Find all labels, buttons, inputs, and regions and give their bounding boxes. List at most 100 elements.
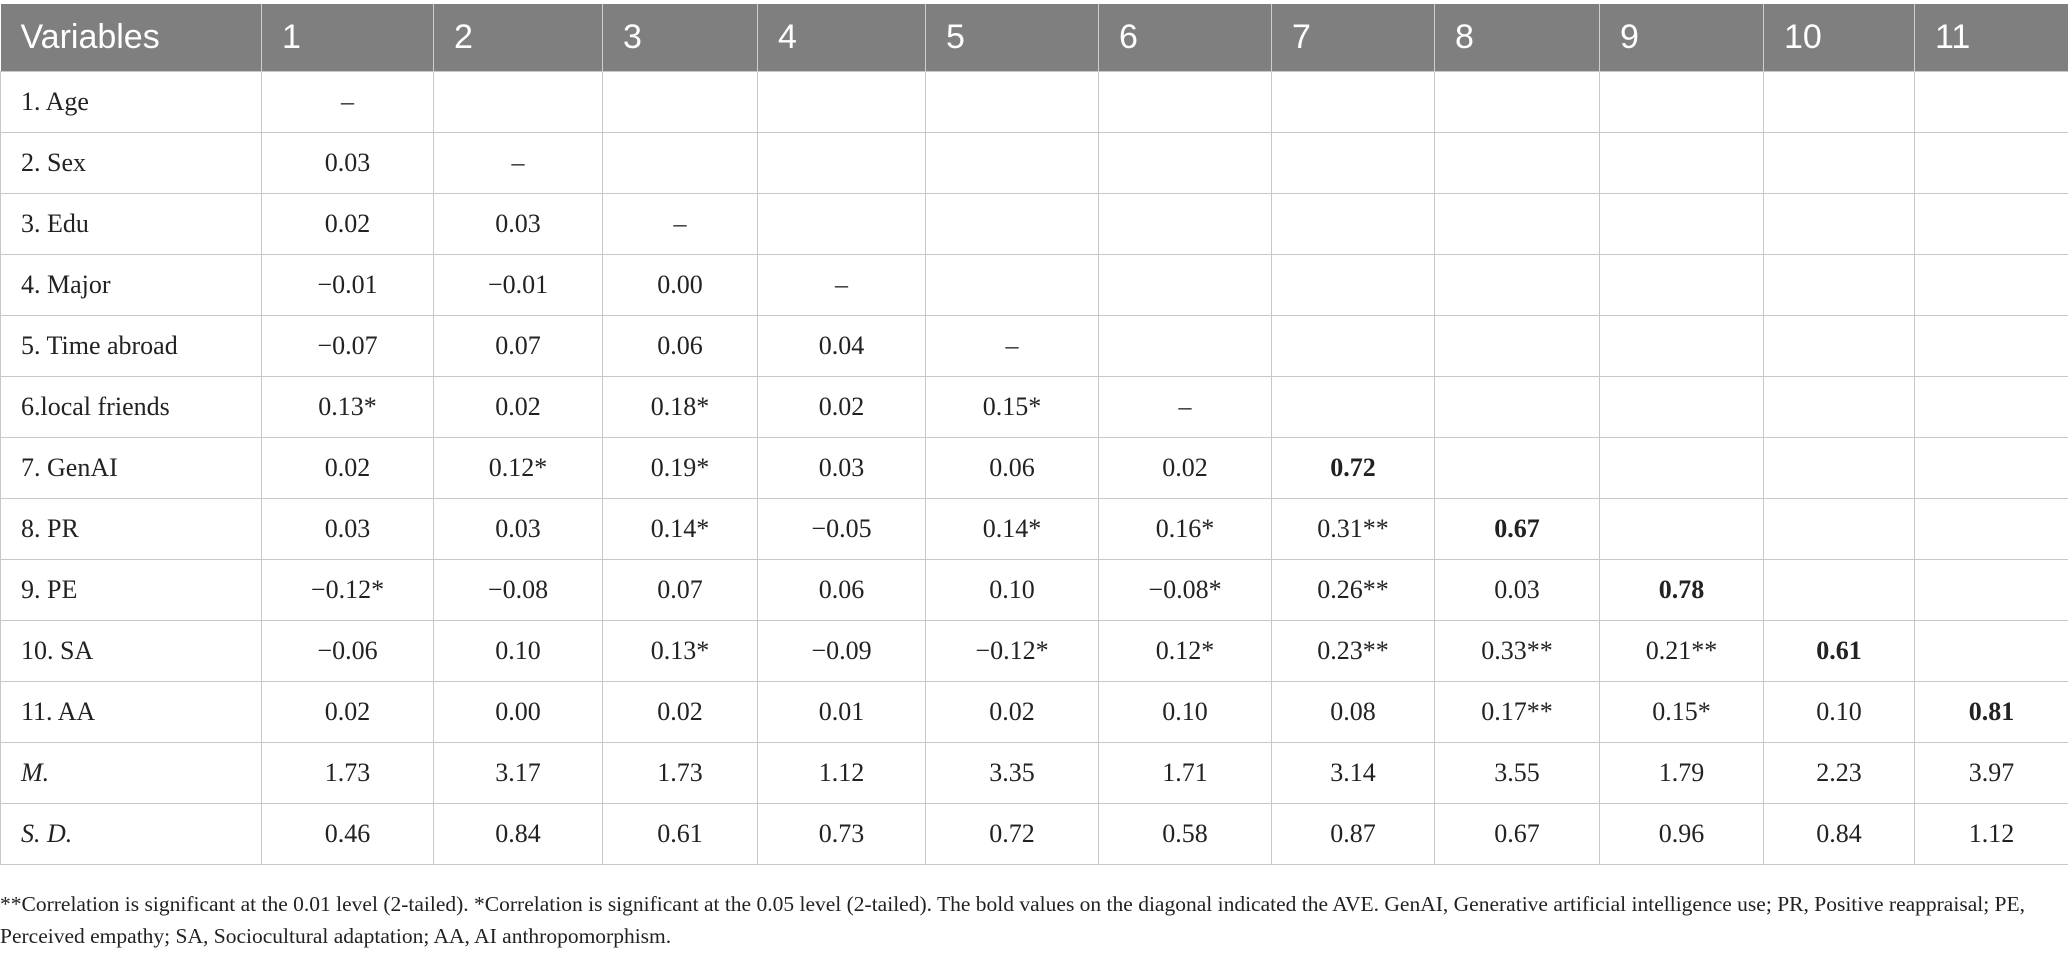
table-row: M. 1.73 3.17 1.73 1.12 3.35 1.71 3.14 3.55 1.79 2.… bbox=[0, 742, 2068, 804]
table-cell bbox=[1271, 132, 1435, 194]
row-label: 9. PE bbox=[0, 559, 262, 621]
header-col-6: 6 bbox=[1098, 4, 1272, 72]
table-cell: 0.96 bbox=[1599, 803, 1764, 865]
table-cell bbox=[602, 71, 758, 133]
table-row: 3. Edu 0.02 0.03– bbox=[0, 193, 2068, 255]
header-col-5: 5 bbox=[925, 4, 1099, 72]
table-cell: 0.14* bbox=[925, 498, 1099, 560]
row-label: 5. Time abroad bbox=[0, 315, 262, 377]
table-cell: 3.14 bbox=[1271, 742, 1435, 804]
table-cell: 0.02 bbox=[261, 437, 434, 499]
table-cell bbox=[1914, 193, 2068, 255]
table-cell: 3.17 bbox=[433, 742, 603, 804]
table-cell: −0.08 bbox=[433, 559, 603, 621]
header-col-10: 10 bbox=[1763, 4, 1915, 72]
table-row: 5. Time abroad −0.07 0.07 0.06 0.04– bbox=[0, 315, 2068, 377]
table-cell bbox=[1763, 437, 1915, 499]
table-cell: 3.97 bbox=[1914, 742, 2068, 804]
table-cell bbox=[1914, 376, 2068, 438]
table-cell bbox=[1271, 193, 1435, 255]
header-col-8: 8 bbox=[1434, 4, 1600, 72]
table-cell: 0.18* bbox=[602, 376, 758, 438]
diagonal-ave-cell: 0.81 bbox=[1914, 681, 2068, 743]
table-cell bbox=[1599, 498, 1764, 560]
table-cell: 1.73 bbox=[261, 742, 434, 804]
table-cell: 0.10 bbox=[925, 559, 1099, 621]
table-row: 2. Sex 0.03– bbox=[0, 132, 2068, 194]
header-col-9: 9 bbox=[1599, 4, 1764, 72]
table-cell bbox=[925, 254, 1099, 316]
table-cell bbox=[1434, 193, 1600, 255]
table-cell: 0.15* bbox=[1599, 681, 1764, 743]
table-cell: 1.12 bbox=[1914, 803, 2068, 865]
table-cell bbox=[1271, 315, 1435, 377]
diagonal-ave-cell: 0.67 bbox=[1434, 498, 1600, 560]
table-cell: 0.07 bbox=[433, 315, 603, 377]
table-cell bbox=[1098, 193, 1272, 255]
table-cell bbox=[757, 71, 926, 133]
row-label: 11. AA bbox=[0, 681, 262, 743]
table-cell bbox=[1599, 254, 1764, 316]
table-cell bbox=[1914, 71, 2068, 133]
table-cell: – bbox=[1098, 376, 1272, 438]
table-cell: 0.02 bbox=[925, 681, 1099, 743]
table-cell: 0.13* bbox=[602, 620, 758, 682]
table-cell: −0.07 bbox=[261, 315, 434, 377]
table-cell bbox=[433, 71, 603, 133]
table-cell: 0.08 bbox=[1271, 681, 1435, 743]
table-cell: – bbox=[433, 132, 603, 194]
table-row: 7. GenAI 0.02 0.12* 0.19* 0.03 0.06 0.02 0.72 bbox=[0, 437, 2068, 499]
table-cell: 0.46 bbox=[261, 803, 434, 865]
header-col-11: 11 bbox=[1914, 4, 2068, 72]
table-cell: 0.58 bbox=[1098, 803, 1272, 865]
table-cell bbox=[1914, 620, 2068, 682]
table-cell: −0.09 bbox=[757, 620, 926, 682]
table-cell bbox=[1914, 132, 2068, 194]
table-cell bbox=[1434, 437, 1600, 499]
table-cell: 0.02 bbox=[757, 376, 926, 438]
table-cell bbox=[1763, 315, 1915, 377]
header-col-3: 3 bbox=[602, 4, 758, 72]
header-col-1: 1 bbox=[261, 4, 434, 72]
table-cell bbox=[1434, 376, 1600, 438]
diagonal-ave-cell: 0.61 bbox=[1763, 620, 1915, 682]
row-label: 7. GenAI bbox=[0, 437, 262, 499]
row-label: 3. Edu bbox=[0, 193, 262, 255]
table-cell: −0.01 bbox=[433, 254, 603, 316]
diagonal-ave-cell: 0.72 bbox=[1271, 437, 1435, 499]
table-cell: −0.01 bbox=[261, 254, 434, 316]
table-cell: 1.71 bbox=[1098, 742, 1272, 804]
table-cell: 0.02 bbox=[1098, 437, 1272, 499]
table-cell: 0.12* bbox=[1098, 620, 1272, 682]
table-cell: 0.33** bbox=[1434, 620, 1600, 682]
table-cell bbox=[1763, 193, 1915, 255]
table-cell: 0.02 bbox=[602, 681, 758, 743]
table-cell bbox=[1763, 71, 1915, 133]
table-cell: −0.12* bbox=[925, 620, 1099, 682]
table-cell: 3.35 bbox=[925, 742, 1099, 804]
table-cell: 1.79 bbox=[1599, 742, 1764, 804]
table-row: 9. PE −0.12* −0.08 0.07 0.06 0.10 −0.08* 0.26**… bbox=[0, 559, 2068, 621]
table-cell bbox=[1098, 71, 1272, 133]
diagonal-ave-cell: 0.78 bbox=[1599, 559, 1764, 621]
table-cell: 0.84 bbox=[1763, 803, 1915, 865]
table-cell bbox=[1434, 132, 1600, 194]
table-cell: 0.10 bbox=[1098, 681, 1272, 743]
table-cell: 0.23** bbox=[1271, 620, 1435, 682]
table-cell bbox=[1599, 315, 1764, 377]
table-cell bbox=[1434, 315, 1600, 377]
table-cell: 0.17** bbox=[1434, 681, 1600, 743]
table-cell: −0.12* bbox=[261, 559, 434, 621]
row-label: S. D. bbox=[0, 803, 262, 865]
table-cell: 1.12 bbox=[757, 742, 926, 804]
table-cell: −0.05 bbox=[757, 498, 926, 560]
table-cell bbox=[925, 193, 1099, 255]
table-cell: 0.13* bbox=[261, 376, 434, 438]
table-cell bbox=[757, 132, 926, 194]
table-cell: 0.06 bbox=[602, 315, 758, 377]
table-cell: 0.72 bbox=[925, 803, 1099, 865]
table-cell: 0.02 bbox=[433, 376, 603, 438]
table-cell: 0.03 bbox=[757, 437, 926, 499]
table-cell: 0.06 bbox=[757, 559, 926, 621]
table-row: 4. Major −0.01 −0.01 0.00– bbox=[0, 254, 2068, 316]
